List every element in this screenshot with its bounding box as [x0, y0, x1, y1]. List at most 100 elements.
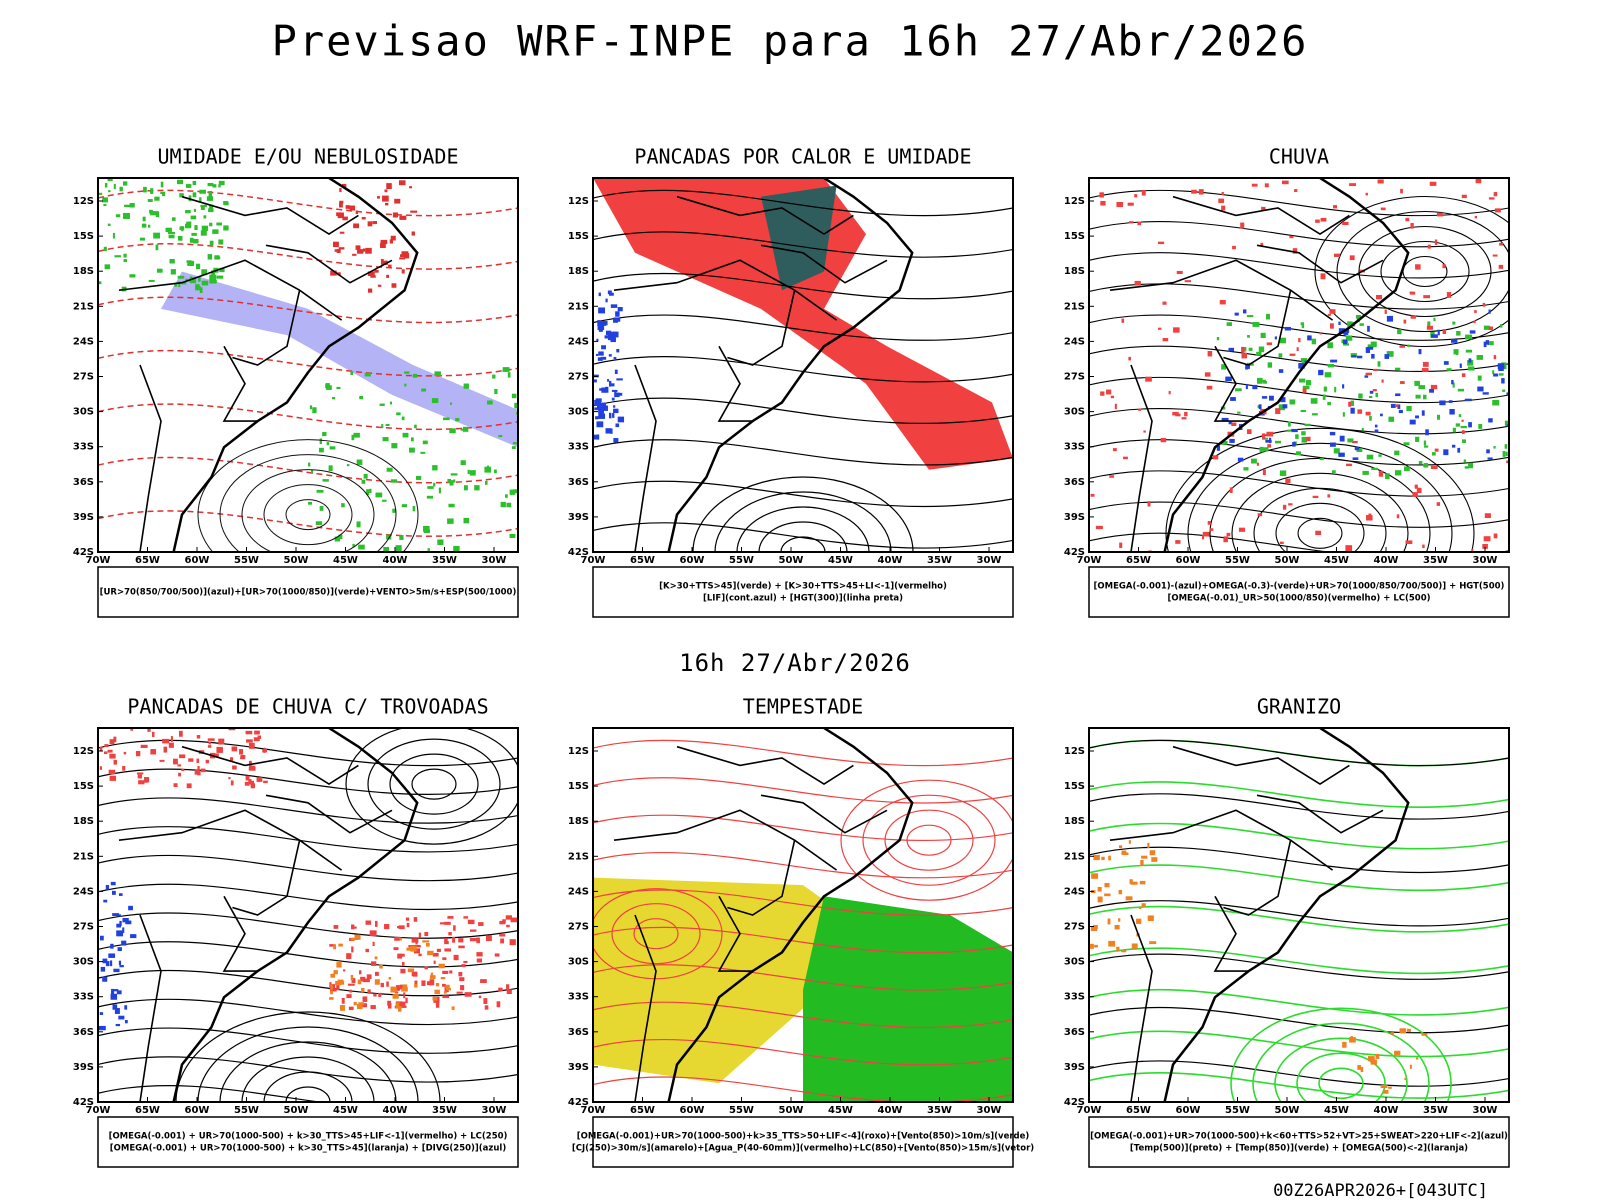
field-speck: [469, 929, 477, 932]
field-speck: [1375, 1053, 1380, 1059]
field-speck: [382, 437, 389, 442]
field-speck: [1360, 1067, 1364, 1073]
field-speck: [404, 371, 410, 374]
field-speck: [1367, 325, 1370, 332]
field-speck: [263, 780, 268, 784]
field-speck: [427, 950, 434, 956]
field-speck: [205, 759, 209, 764]
field-speck: [611, 389, 618, 392]
field-speck: [374, 269, 379, 273]
field-speck: [399, 937, 402, 941]
contour: [593, 480, 1013, 508]
field-speck: [362, 248, 366, 252]
contour: [593, 851, 1013, 879]
field-speck: [253, 737, 260, 742]
field-speck: [397, 925, 400, 929]
field-speck: [1256, 462, 1260, 466]
field-speck: [390, 986, 397, 993]
contour: [1230, 1007, 1452, 1102]
field-speck: [438, 963, 445, 969]
field-speck: [1349, 255, 1355, 261]
lat-tick-label: 42S: [73, 547, 94, 558]
field-speck: [105, 961, 110, 967]
lat-tick-label: 21S: [568, 301, 589, 312]
field-speck: [363, 473, 368, 479]
coastline: [1163, 178, 1410, 552]
field-speck: [351, 434, 355, 441]
contour: [1089, 864, 1509, 892]
lat-tick-label: 12S: [568, 746, 589, 757]
field-speck: [160, 181, 164, 188]
field-speck: [1394, 470, 1402, 476]
field-speck: [1497, 363, 1505, 370]
contour: [593, 739, 1013, 767]
field-speck: [388, 977, 392, 980]
field-speck: [1414, 380, 1420, 386]
field-speck: [365, 948, 369, 953]
lon-tick-label: 60W: [680, 555, 705, 566]
field-speck: [1302, 385, 1310, 390]
field-speck: [1279, 470, 1287, 476]
field-speck: [1351, 355, 1357, 358]
field-speck: [1423, 295, 1431, 299]
field-speck: [387, 1003, 392, 1009]
field-speck: [1147, 915, 1154, 922]
contour: [98, 1084, 324, 1102]
field-speck: [1121, 318, 1125, 323]
field-speck: [405, 917, 410, 921]
field-speck: [455, 418, 460, 422]
field-speck: [1345, 335, 1353, 341]
field-speck: [1493, 446, 1496, 449]
field-speck: [453, 925, 456, 931]
contour: [593, 355, 1013, 383]
field-speck: [1134, 280, 1141, 286]
lon-tick-label: 30W: [1473, 555, 1498, 566]
field-speck: [397, 1006, 402, 1012]
contour: [241, 1056, 375, 1102]
field-speck: [342, 216, 348, 221]
field-speck: [1225, 376, 1232, 382]
field-speck: [614, 369, 618, 375]
field-speck: [1127, 202, 1134, 206]
field-speck: [1304, 423, 1311, 427]
field-speck: [1246, 315, 1254, 318]
border: [1256, 244, 1384, 284]
field-speck: [102, 197, 108, 203]
field-speck: [434, 371, 441, 376]
lat-tick-label: 15S: [1064, 231, 1085, 242]
lat-tick-label: 42S: [1064, 1097, 1085, 1108]
field-speck: [108, 190, 111, 193]
field-speck: [214, 255, 220, 260]
field-speck: [173, 758, 178, 765]
lat-tick-label: 30S: [1064, 407, 1085, 418]
field-speck: [617, 416, 625, 423]
field-speck: [463, 517, 470, 524]
contour: [1358, 225, 1492, 318]
field-speck: [1261, 379, 1266, 383]
lat-tick-label: 24S: [1064, 336, 1085, 347]
field-speck: [1396, 514, 1400, 519]
field-speck: [1367, 1056, 1375, 1062]
field-speck: [437, 539, 444, 546]
field-speck: [249, 760, 252, 766]
field-speck: [1306, 436, 1311, 441]
field-speck: [335, 981, 342, 986]
field-speck: [1136, 918, 1142, 924]
lat-tick-label: 18S: [1064, 816, 1085, 827]
field-speck: [361, 479, 366, 484]
field-speck: [1238, 527, 1245, 532]
field-speck: [1492, 254, 1498, 257]
field-speck: [1352, 440, 1358, 444]
lat-tick-label: 36S: [73, 477, 94, 488]
contour: [98, 243, 518, 270]
contour: [593, 1001, 1013, 1029]
border: [1223, 840, 1292, 916]
field-speck: [353, 432, 360, 438]
field-speck: [607, 290, 612, 295]
lon-tick-label: 65W: [135, 1105, 160, 1116]
field-speck: [364, 372, 371, 377]
field-speck: [1280, 397, 1286, 403]
lat-tick-label: 30S: [73, 957, 94, 968]
lon-tick-label: 50W: [1275, 555, 1300, 566]
field-speck: [1090, 493, 1095, 497]
